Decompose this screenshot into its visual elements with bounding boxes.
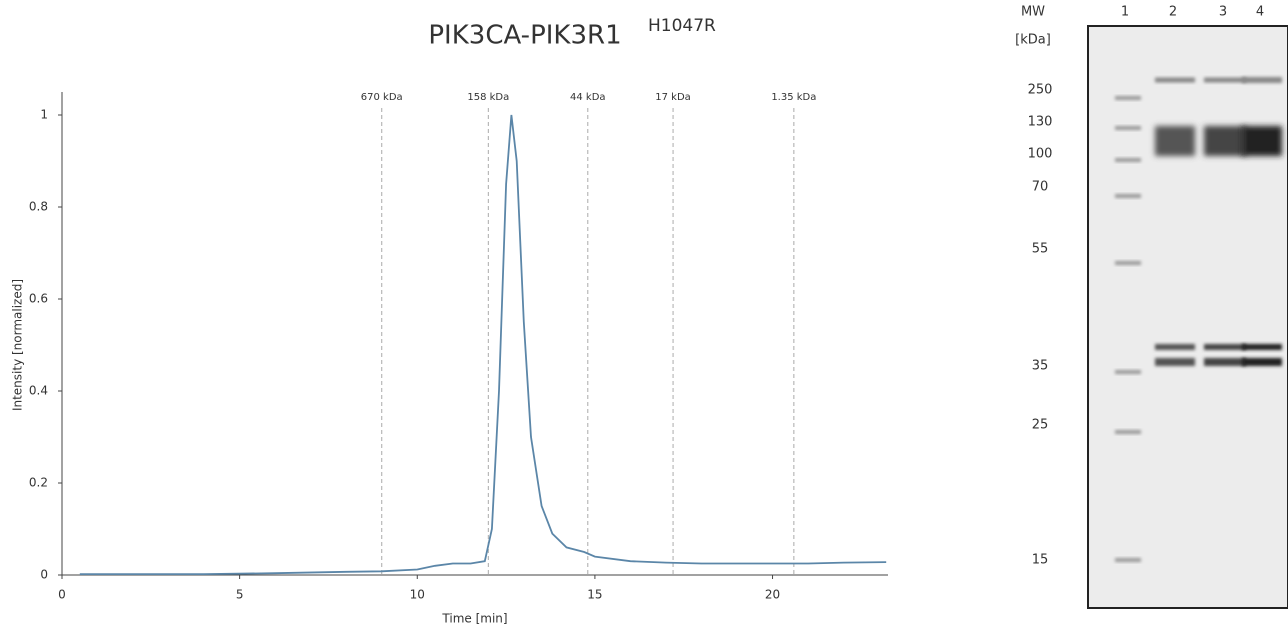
line [79, 114, 887, 575]
x-tick-label: 10 [410, 588, 425, 602]
ladder-band [1115, 370, 1141, 374]
gel-unit-label: [kDa] [1015, 33, 1051, 48]
gel-lane-label: 1 [1121, 5, 1129, 20]
ladder-band [1115, 158, 1141, 162]
ladder-band [1115, 194, 1141, 198]
ladder-band [1115, 96, 1141, 100]
gel-band [1242, 344, 1282, 350]
gel: MW [kDa] 1 2 3 4 250 130 100 70 55 35 25 15 [1015, 5, 1288, 609]
gel-band [1204, 126, 1246, 156]
reference-label: 44 kDa [570, 92, 606, 103]
gel-band [1155, 77, 1195, 83]
y-tick-label: 0.8 [29, 200, 48, 214]
gel-marker-label: 25 [1032, 418, 1049, 433]
ladder-band [1115, 430, 1141, 434]
gel-band [1155, 126, 1195, 156]
y-tick-label: 1 [40, 108, 48, 122]
gel-marker-label: 100 [1028, 147, 1053, 162]
ladder-band [1115, 261, 1141, 265]
x-tick-label: 20 [765, 588, 780, 602]
x-tick-label: 15 [587, 588, 602, 602]
y-tick-label: 0 [40, 568, 48, 582]
gel-band [1242, 77, 1282, 83]
y-tick-label: 0.2 [29, 476, 48, 490]
gel-marker-label: 70 [1032, 180, 1049, 195]
gel-lane-label: 2 [1169, 5, 1177, 20]
gel-marker-label: 35 [1032, 359, 1049, 374]
ladder-band [1115, 558, 1141, 562]
x-tick-label: 0 [58, 588, 66, 602]
reference-label: 17 kDa [655, 92, 691, 103]
gel-marker-label: 15 [1032, 553, 1049, 568]
gel-band [1204, 358, 1246, 366]
gel-band [1204, 77, 1246, 83]
gel-mw-label: MW [1021, 5, 1045, 20]
gel-marker-label: 130 [1028, 115, 1053, 130]
gel-band [1242, 358, 1282, 366]
gel-marker-label: 55 [1032, 242, 1049, 257]
ladder-band [1115, 126, 1141, 130]
y-tick-label: 0.4 [29, 384, 48, 398]
gel-band [1155, 344, 1195, 350]
title-superscript: H1047R [648, 16, 716, 36]
x-axis-label: Time [min] [441, 612, 507, 626]
gel-frame [1087, 25, 1288, 609]
gel-band [1155, 358, 1195, 366]
gel-lane-label: 4 [1256, 5, 1264, 20]
reference-label: 158 kDa [467, 92, 509, 103]
gel-band [1242, 126, 1282, 156]
y-tick-label: 0.6 [29, 292, 48, 306]
reference-label: 670 kDa [361, 92, 403, 103]
reference-label: 1.35 kDa [771, 92, 816, 103]
y-axis-label: Intensity [normalized] [11, 279, 25, 411]
gel-marker-label: 250 [1028, 83, 1053, 98]
x-tick-label: 5 [236, 588, 244, 602]
gel-lane-label: 3 [1219, 5, 1227, 20]
gel-band [1204, 344, 1246, 350]
chart-title: PIK3CA-PIK3R1 [428, 21, 621, 51]
